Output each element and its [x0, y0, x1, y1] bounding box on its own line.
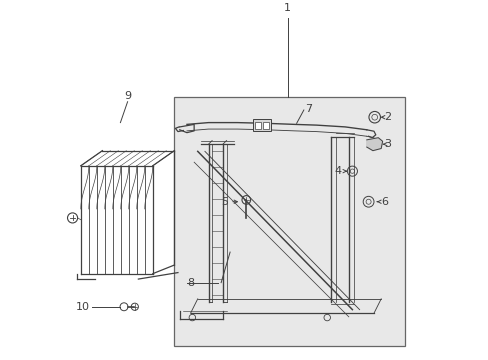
Text: 4: 4 [334, 166, 341, 176]
Bar [174, 98, 404, 346]
Text: 2: 2 [383, 112, 390, 122]
Text: 1: 1 [284, 3, 290, 13]
Text: 8: 8 [186, 278, 194, 288]
Text: 5: 5 [221, 197, 228, 207]
Polygon shape [366, 138, 382, 150]
Text: 3: 3 [383, 139, 390, 149]
Text: 9: 9 [124, 91, 131, 101]
Text: 7: 7 [305, 104, 311, 114]
Bar [263, 122, 268, 130]
Bar [253, 119, 271, 131]
Bar [255, 122, 261, 130]
Text: 6: 6 [381, 197, 387, 207]
Text: 10: 10 [76, 302, 90, 312]
